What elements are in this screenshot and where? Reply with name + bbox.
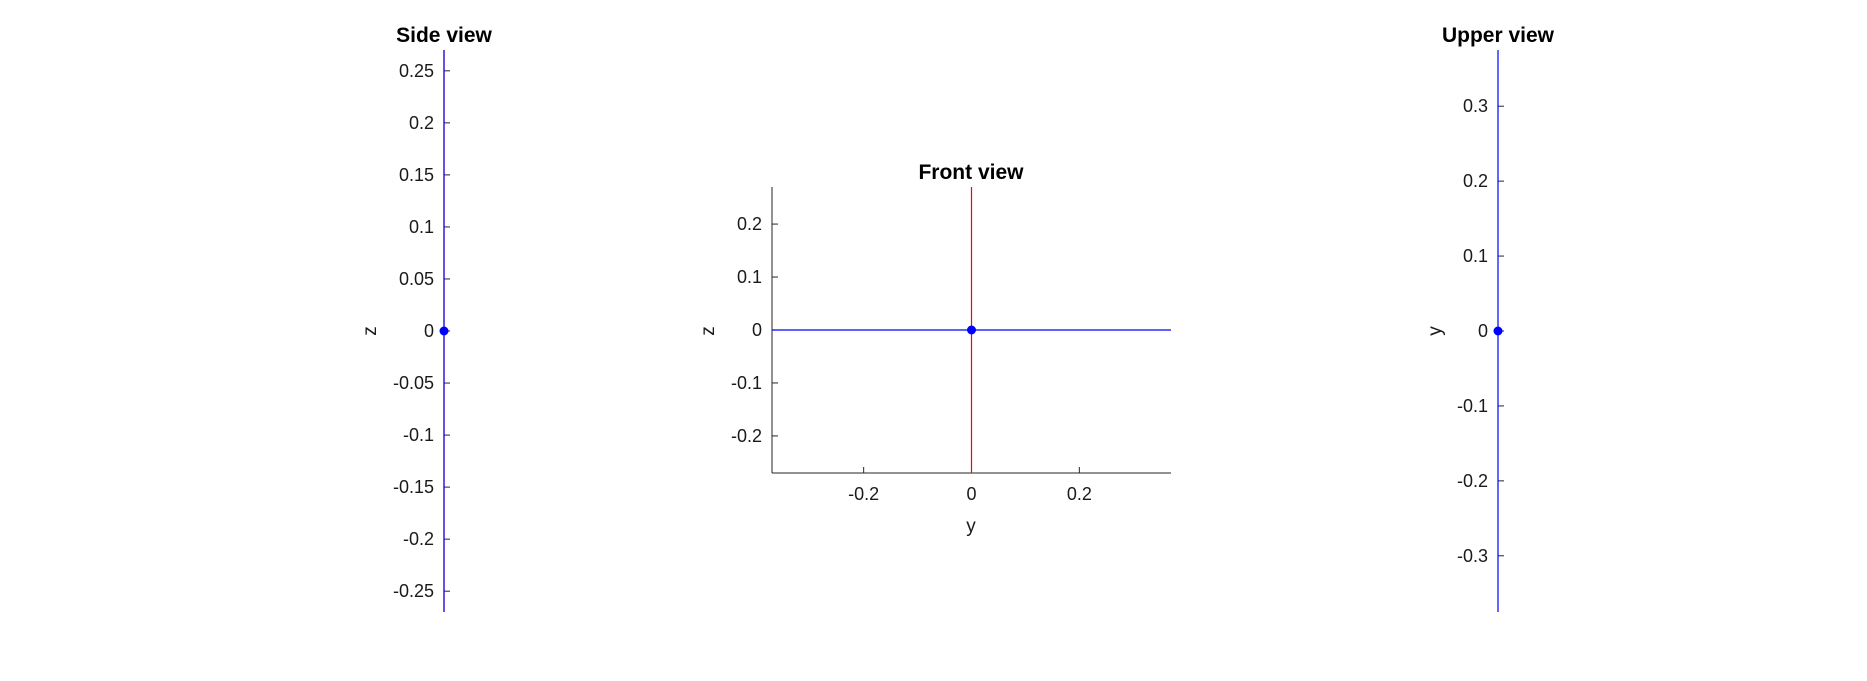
side-y-tick-label: 0.2 bbox=[409, 113, 434, 133]
front-y-tick-label: 0.1 bbox=[737, 267, 762, 287]
side-y-tick-label: 0.05 bbox=[399, 269, 434, 289]
upper-y-tick-label: 0.1 bbox=[1463, 246, 1488, 266]
front-view-ylabel: z bbox=[698, 326, 719, 336]
side-view-ylabel: z bbox=[360, 326, 381, 336]
upper-y-tick-label: -0.3 bbox=[1457, 546, 1488, 566]
side-view-title: Side view bbox=[396, 24, 492, 47]
front-view-axes: -0.2 -0.1 0 0.1 0.2 -0.2 0 0.2 bbox=[731, 187, 1171, 504]
side-y-tick-label: -0.15 bbox=[393, 477, 434, 497]
side-view-plot: Side view z -0.25 -0.2 -0.15 -0.1 -0.05 0 0.05… bbox=[360, 24, 493, 612]
front-y-tick-label: -0.2 bbox=[731, 426, 762, 446]
side-data-point-0 bbox=[439, 326, 449, 336]
upper-y-tick-label: -0.2 bbox=[1457, 471, 1488, 491]
front-x-tick-label: 0.2 bbox=[1067, 484, 1092, 504]
side-view-axes: -0.25 -0.2 -0.15 -0.1 -0.05 0 0.05 0.1 0.15 0.2 0.… bbox=[393, 50, 450, 612]
front-view-title: Front view bbox=[918, 161, 1024, 184]
side-y-tick-label: 0 bbox=[424, 321, 434, 341]
upper-y-tick-label: -0.1 bbox=[1457, 396, 1488, 416]
front-y-tick-label: 0.2 bbox=[737, 214, 762, 234]
side-y-tick-label: -0.2 bbox=[403, 529, 434, 549]
side-y-tick-label: -0.05 bbox=[393, 373, 434, 393]
front-view-plot: Front view z y -0.2 -0.1 0 0.1 0.2 -0.2 0 0.2 bbox=[698, 161, 1171, 537]
upper-y-tick-label: 0 bbox=[1478, 321, 1488, 341]
front-data-point-0 bbox=[967, 325, 976, 335]
front-view-xlabel: y bbox=[966, 516, 976, 537]
front-x-tick-label: -0.2 bbox=[848, 484, 879, 504]
upper-data-point-0 bbox=[1493, 326, 1503, 336]
side-y-tick-label: -0.25 bbox=[393, 581, 434, 601]
front-y-tick-label: -0.1 bbox=[731, 373, 762, 393]
upper-y-tick-label: 0.3 bbox=[1463, 96, 1488, 116]
upper-y-tick-label: 0.2 bbox=[1463, 171, 1488, 191]
side-y-tick-label: 0.15 bbox=[399, 165, 434, 185]
side-y-tick-label: 0.1 bbox=[409, 217, 434, 237]
front-y-tick-label: 0 bbox=[752, 320, 762, 340]
upper-view-plot: Upper view y -0.3 -0.2 -0.1 0 0.1 0.2 0.3 bbox=[1425, 24, 1555, 612]
upper-view-title: Upper view bbox=[1442, 24, 1555, 47]
upper-view-axes: -0.3 -0.2 -0.1 0 0.1 0.2 0.3 bbox=[1457, 50, 1504, 612]
upper-view-ylabel: y bbox=[1425, 326, 1446, 336]
front-x-tick-label: 0 bbox=[966, 484, 976, 504]
side-y-tick-label: 0.25 bbox=[399, 61, 434, 81]
side-y-tick-label: -0.1 bbox=[403, 425, 434, 445]
